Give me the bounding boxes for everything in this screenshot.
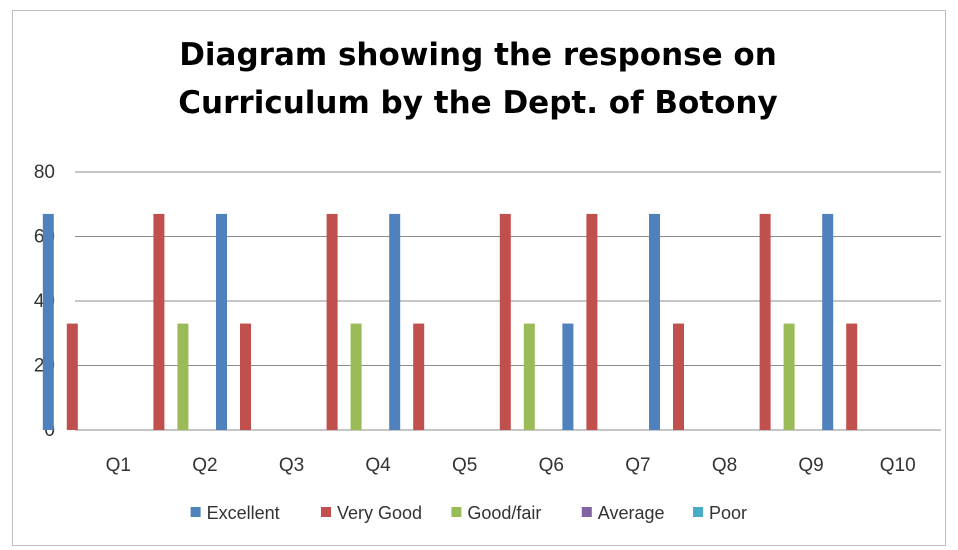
chart-title: Diagram showing the response on Curricul… — [178, 37, 778, 121]
x-tick-label: Q1 — [106, 455, 131, 476]
y-tick-label: 80 — [34, 162, 55, 183]
x-tick-label: Q10 — [880, 455, 916, 476]
bar-very-good-q8 — [673, 323, 684, 430]
x-tick-label: Q5 — [452, 455, 477, 476]
bar-very-good-q7 — [586, 213, 598, 430]
legend-swatch — [693, 507, 703, 517]
x-tick-label: Q6 — [539, 455, 564, 476]
legend-label: Very Good — [337, 503, 422, 523]
bar-excellent-q5 — [389, 213, 401, 430]
bar-very-good-q4 — [326, 213, 338, 430]
bar-excellent-q3 — [216, 213, 227, 430]
legend-swatch — [581, 507, 592, 517]
x-tick-label: Q2 — [192, 455, 217, 476]
x-tick-label: Q8 — [712, 455, 737, 476]
bar-excellent-q10 — [822, 213, 834, 430]
x-tick-label: Q3 — [279, 455, 304, 476]
bar-very-good-q3 — [240, 323, 251, 430]
bar-very-good-q1 — [66, 323, 78, 430]
bar-excellent-q7 — [562, 323, 574, 430]
x-tick-label: Q4 — [365, 455, 391, 476]
bar-very-good-q2 — [153, 213, 165, 430]
bar-excellent-q8 — [649, 213, 660, 430]
x-tick-label: Q9 — [798, 455, 823, 476]
chart-area: Diagram showing the response on Curricul… — [12, 10, 946, 546]
legend-swatch — [190, 507, 201, 517]
legend-label: Excellent — [207, 503, 280, 523]
bar-good-fair-q4 — [350, 323, 362, 430]
bar-very-good-q10 — [846, 323, 858, 430]
chart-plot: 020406080Q1Q2Q3Q4Q5Q6Q7Q8Q9Q10ExcellentV… — [34, 162, 941, 523]
bar-excellent-q1 — [42, 213, 54, 430]
bar-very-good-q6 — [499, 213, 511, 430]
bar-good-fair-q9 — [783, 323, 795, 430]
y-tick-label: 0 — [44, 420, 55, 441]
x-tick-label: Q7 — [625, 455, 650, 476]
legend-label: Good/fair — [467, 503, 541, 523]
legend-swatch — [451, 507, 462, 517]
legend-label: Poor — [709, 503, 747, 523]
bar-good-fair-q6 — [523, 323, 535, 430]
bar-very-good-q9 — [759, 213, 771, 430]
bar-good-fair-q2 — [177, 323, 189, 430]
legend-label: Average — [598, 503, 665, 523]
legend-swatch — [321, 507, 331, 517]
bar-very-good-q5 — [413, 323, 425, 430]
